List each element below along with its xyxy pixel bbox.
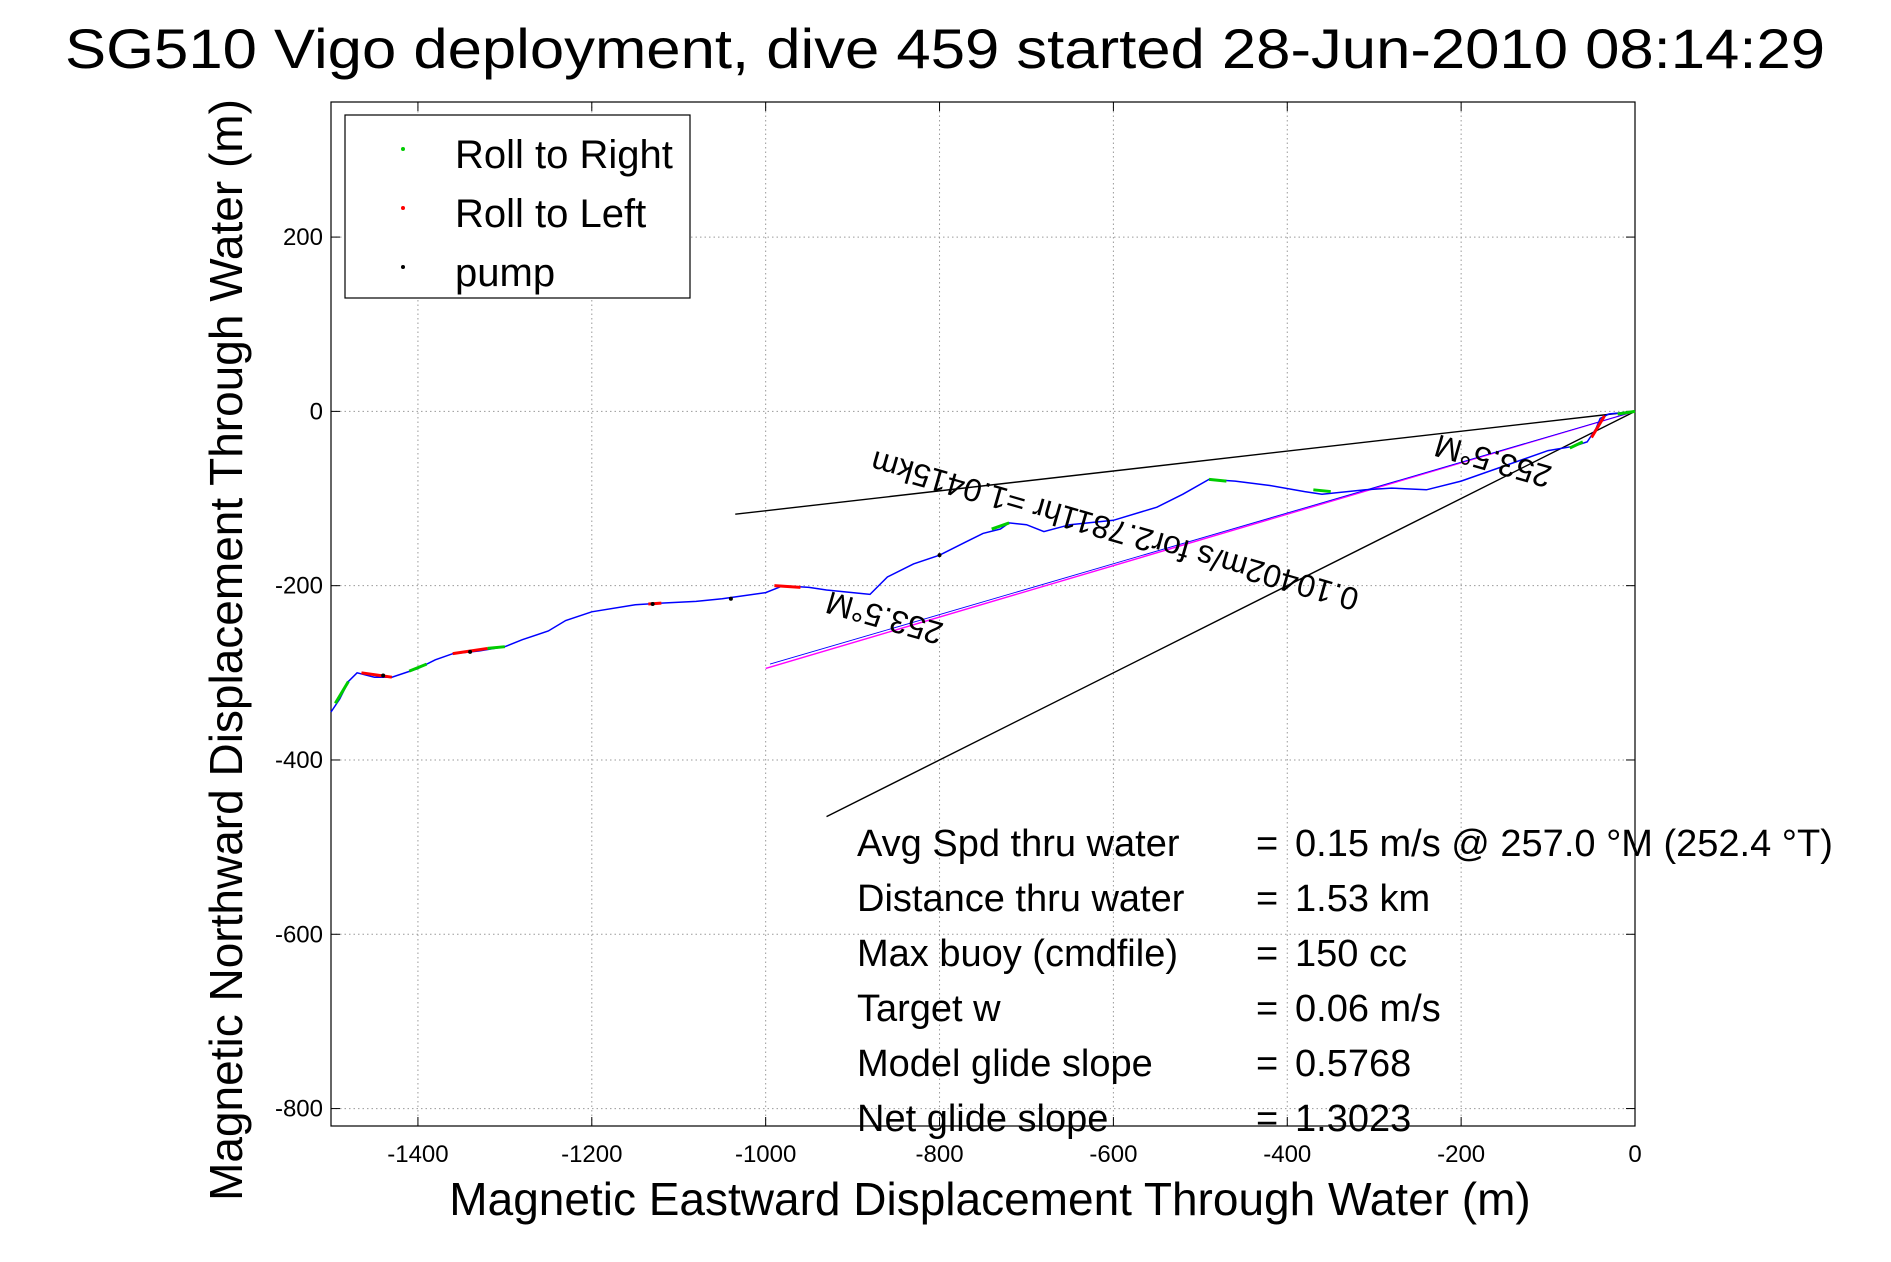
y-axis-label: Magnetic Northward Displacement Through … (200, 99, 252, 1201)
roll-right-segment (991, 521, 1010, 531)
cone-line (735, 410, 1636, 515)
roll-left-segment (361, 671, 393, 679)
stat-equals: = (1256, 823, 1278, 865)
stat-value: 0.15 m/s @ 257.0 °M (252.4 °T) (1295, 823, 1833, 865)
plot-traces (330, 409, 1636, 818)
pump-point (937, 553, 942, 558)
stat-equals: = (1256, 1098, 1278, 1140)
stat-equals: = (1256, 1043, 1278, 1085)
stat-label: Avg Spd thru water (857, 823, 1180, 865)
roll-right-segment (1313, 488, 1331, 494)
x-tick-label: -1400 (387, 1141, 448, 1168)
stat-label: Net glide slope (857, 1098, 1108, 1140)
legend-marker (401, 147, 405, 151)
y-tick-label: -800 (275, 1096, 323, 1123)
stat-value: 1.53 km (1295, 878, 1430, 920)
track-annotation: 0.10402m/s for2.7811hr =1.0415km (867, 444, 1363, 618)
stat-label: Max buoy (cmdfile) (857, 933, 1178, 975)
chart-title: SG510 Vigo deployment, dive 459 started … (65, 17, 1825, 80)
stat-equals: = (1256, 878, 1278, 920)
pump-point (650, 601, 655, 606)
x-tick-label: -800 (916, 1141, 964, 1168)
legend-label: Roll to Right (455, 133, 673, 177)
y-tick-label: -600 (275, 921, 323, 948)
x-tick-label: -600 (1089, 1141, 1137, 1168)
x-axis-label: Magnetic Eastward Displacement Through W… (449, 1173, 1530, 1225)
pump-point (468, 649, 473, 654)
legend-marker (401, 206, 405, 210)
roll-right-segment (334, 680, 350, 705)
y-tick-label: -200 (275, 573, 323, 600)
roll-left-segment (774, 584, 801, 589)
cone-line (826, 410, 1636, 818)
x-tick-label: -1200 (561, 1141, 622, 1168)
x-tick-label: -1000 (735, 1141, 796, 1168)
stat-label: Distance thru water (857, 878, 1185, 920)
roll-right-segment (1569, 440, 1584, 450)
legend-label: Roll to Left (455, 192, 646, 236)
roll-right-segment (1617, 409, 1636, 416)
stat-label: Target w (857, 988, 1001, 1030)
tick-labels: -1400 -1200 -1000 -800 -600 -400 -200 0 200 0 -200… (275, 224, 1642, 1168)
heading-line (765, 410, 1636, 670)
x-tick-label: -400 (1263, 1141, 1311, 1168)
current-line (769, 410, 1636, 665)
roll-left-segment (1590, 414, 1606, 439)
stat-value: 150 cc (1295, 933, 1407, 975)
roll-right-segment (408, 662, 428, 673)
track-annotation: 253.5°M (822, 584, 947, 652)
y-tick-label: 200 (283, 224, 323, 251)
roll-left-segment (648, 601, 662, 606)
stat-value: 0.5768 (1295, 1043, 1411, 1085)
legend-label: pump (455, 251, 555, 295)
pump-point (381, 673, 386, 678)
roll-right-segment (1208, 477, 1227, 483)
legend: Roll to Right Roll to Left pump (344, 114, 691, 299)
legend-marker (401, 265, 405, 269)
stat-label: Model glide slope (857, 1043, 1153, 1085)
x-tick-label: 0 (1628, 1141, 1641, 1168)
pump-point (728, 596, 733, 601)
roll-right-segment (487, 645, 506, 650)
plot-frame (330, 101, 1636, 1127)
stats-block: Avg Spd thru water = 0.15 m/s @ 257.0 °M (… (857, 823, 1833, 1140)
track-annotations: 0.10402m/s for2.7811hr =1.0415km 253.5°M2… (822, 427, 1555, 651)
y-tick-label: -400 (275, 747, 323, 774)
stat-value: 1.3023 (1295, 1098, 1411, 1140)
y-tick-label: 0 (310, 398, 323, 425)
stat-equals: = (1256, 988, 1278, 1030)
stat-equals: = (1256, 933, 1278, 975)
stat-value: 0.06 m/s (1295, 988, 1441, 1030)
x-tick-label: -200 (1437, 1141, 1485, 1168)
